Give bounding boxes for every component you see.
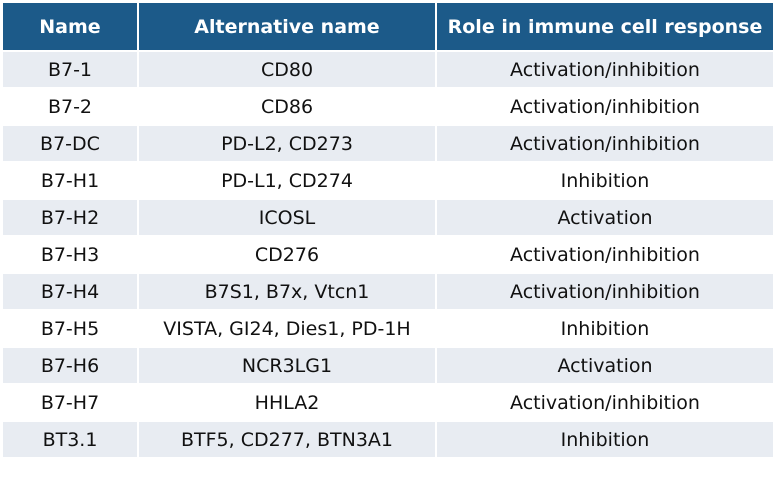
table-cell: B7-H1 — [1, 161, 139, 200]
table-cell: B7-DC — [1, 124, 139, 163]
table-cell: Inhibition — [435, 161, 774, 200]
table-row: B7-H3 CD276 Activation/inhibition — [1, 235, 774, 274]
table-row: B7-H5 VISTA, GI24, Dies1, PD-1H Inhibition — [1, 309, 774, 348]
table-cell: HHLA2 — [137, 383, 437, 422]
table-cell: B7-H3 — [1, 235, 139, 274]
header-cell: Alternative name — [137, 1, 437, 52]
table-cell: CD276 — [137, 235, 437, 274]
header-cell: Role in immune cell response — [435, 1, 774, 52]
table-cell: CD86 — [137, 87, 437, 126]
table-cell: Activation/inhibition — [435, 124, 774, 163]
table-cell: B7-2 — [1, 87, 139, 126]
table-cell: Activation/inhibition — [435, 87, 774, 126]
header-row: Name Alternative name Role in immune cell … — [1, 1, 774, 52]
table-cell: Activation — [435, 346, 774, 385]
table-row: B7-H2 ICOSL Activation — [1, 198, 774, 237]
table-cell: VISTA, GI24, Dies1, PD-1H — [137, 309, 437, 348]
data-table: Name Alternative name Role in immune cell … — [1, 1, 774, 458]
header-cell: Name — [1, 1, 139, 52]
table-row: B7-H1 PD-L1, CD274 Inhibition — [1, 161, 774, 200]
table-cell: B7-H7 — [1, 383, 139, 422]
table-cell: Activation/inhibition — [435, 235, 774, 274]
table-cell: B7-H4 — [1, 272, 139, 311]
table-row: B7-1 CD80 Activation/inhibition — [1, 50, 774, 89]
table-cell: BT3.1 — [1, 420, 139, 458]
table-cell: Activation/inhibition — [435, 272, 774, 311]
table-cell: Activation/inhibition — [435, 383, 774, 422]
table-cell: B7-H6 — [1, 346, 139, 385]
table-cell: BTF5, CD277, BTN3A1 — [137, 420, 437, 458]
table-cell: B7-1 — [1, 50, 139, 89]
table-row: B7-H4 B7S1, B7x, Vtcn1 Activation/inhibiti… — [1, 272, 774, 311]
table-cell: ICOSL — [137, 198, 437, 237]
table-row: B7-2 CD86 Activation/inhibition — [1, 87, 774, 126]
table-cell: B7S1, B7x, Vtcn1 — [137, 272, 437, 311]
table-cell: B7-H5 — [1, 309, 139, 348]
table-cell: Inhibition — [435, 309, 774, 348]
table-cell: Activation — [435, 198, 774, 237]
table-cell: NCR3LG1 — [137, 346, 437, 385]
table-cell: B7-H2 — [1, 198, 139, 237]
table-row: B7-DC PD-L2, CD273 Activation/inhibition — [1, 124, 774, 163]
table-row: B7-H6 NCR3LG1 Activation — [1, 346, 774, 385]
table-row: B7-H7 HHLA2 Activation/inhibition — [1, 383, 774, 422]
table-cell: Activation/inhibition — [435, 50, 774, 89]
table-cell: Inhibition — [435, 420, 774, 458]
table-cell: CD80 — [137, 50, 437, 89]
table-cell: PD-L2, CD273 — [137, 124, 437, 163]
table-row: BT3.1 BTF5, CD277, BTN3A1 Inhibition — [1, 420, 774, 458]
table-cell: PD-L1, CD274 — [137, 161, 437, 200]
